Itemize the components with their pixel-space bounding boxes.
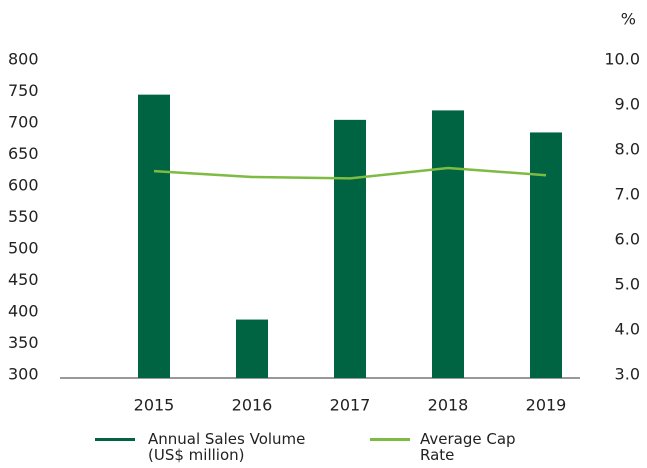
- y-tick-label: 700: [8, 113, 39, 132]
- y2-tick-label: 5.0: [615, 275, 640, 294]
- y-tick-label: 500: [8, 239, 39, 258]
- y-tick-label: 400: [8, 302, 39, 321]
- legend-swatch: [370, 438, 410, 441]
- y-tick-label: 550: [8, 207, 39, 226]
- y2-tick-label: 3.0: [615, 365, 640, 384]
- y2-tick-label: 10.0: [604, 50, 640, 69]
- bar: [334, 119, 366, 378]
- y-tick-label: 350: [8, 333, 39, 352]
- y-tick-label: 450: [8, 270, 39, 289]
- bar: [432, 110, 464, 379]
- y-tick-label: 650: [8, 144, 39, 163]
- y-tick-label: 600: [8, 176, 39, 195]
- x-tick-label: 2018: [428, 396, 469, 415]
- y2-axis-label: %: [621, 10, 636, 29]
- x-tick-label: 2016: [232, 396, 273, 415]
- legend-label: Annual Sales Volume (US$ million): [148, 430, 306, 464]
- y-tick-label: 750: [8, 81, 39, 100]
- x-tick-label: 2015: [134, 396, 175, 415]
- bar: [530, 132, 562, 378]
- x-tick-label: 2017: [330, 396, 371, 415]
- x-tick-label: 2019: [526, 396, 567, 415]
- line: [153, 166, 547, 180]
- y-tick-label: 300: [8, 365, 39, 384]
- bar: [138, 94, 170, 379]
- bar: [236, 319, 268, 378]
- y2-tick-label: 7.0: [615, 185, 640, 204]
- legend-label: Average Cap Rate: [420, 430, 516, 464]
- y2-tick-label: 4.0: [615, 320, 640, 339]
- legend-swatch: [95, 438, 135, 441]
- y-tick-label: 800: [8, 50, 39, 69]
- y2-tick-label: 8.0: [615, 140, 640, 159]
- y2-tick-label: 6.0: [615, 230, 640, 249]
- y2-tick-label: 9.0: [615, 95, 640, 114]
